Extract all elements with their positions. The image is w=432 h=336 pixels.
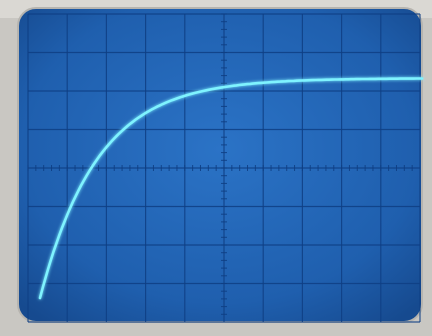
signal-trace bbox=[38, 77, 424, 300]
crt-screen bbox=[17, 7, 423, 323]
graticule bbox=[27, 13, 421, 323]
